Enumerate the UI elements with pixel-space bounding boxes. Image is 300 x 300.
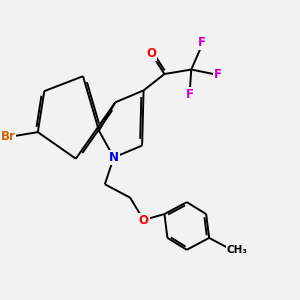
Text: F: F bbox=[198, 36, 206, 49]
Text: Br: Br bbox=[1, 130, 16, 143]
Text: O: O bbox=[139, 214, 148, 226]
Text: O: O bbox=[146, 47, 156, 60]
Text: F: F bbox=[186, 88, 194, 101]
Text: CH₃: CH₃ bbox=[227, 245, 248, 255]
Text: F: F bbox=[214, 68, 222, 80]
Text: N: N bbox=[109, 151, 119, 164]
